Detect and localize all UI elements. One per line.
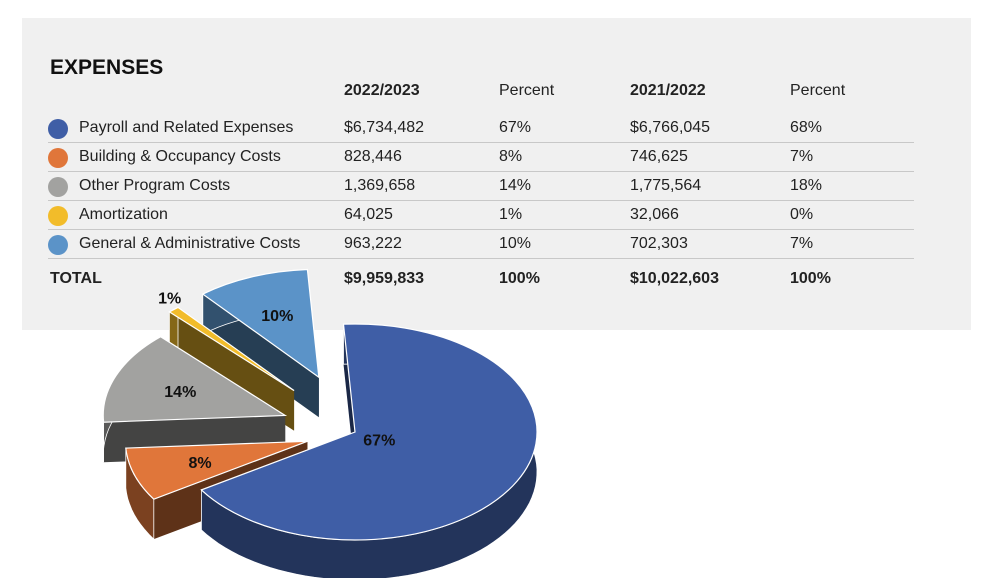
- table-row: Amortization 64,025 1% 32,066 0%: [0, 201, 998, 230]
- table-row: General & Administrative Costs 963,222 1…: [0, 230, 998, 259]
- pie-data-label: 10%: [261, 308, 293, 325]
- pie-data-label: 8%: [189, 455, 212, 472]
- row-prior-percent: 18%: [790, 177, 823, 194]
- row-label: Amortization: [79, 206, 168, 223]
- row-current-percent: 10%: [499, 235, 532, 252]
- table-row: Other Program Costs 1,369,658 14% 1,775,…: [0, 172, 998, 201]
- row-current: 963,222: [344, 235, 402, 252]
- row-label: General & Administrative Costs: [79, 235, 301, 252]
- expenses-panel: [22, 18, 971, 330]
- row-divider: [48, 200, 914, 201]
- row-current: 64,025: [344, 206, 393, 223]
- row-label: Payroll and Related Expenses: [79, 119, 294, 136]
- pie-data-label: 67%: [363, 432, 395, 449]
- row-divider: [48, 171, 914, 172]
- pie-slice-top: [168, 306, 295, 392]
- row-current-percent: 1%: [499, 206, 523, 223]
- row-current-percent: 67%: [499, 119, 532, 136]
- row-current-percent: 14%: [499, 177, 532, 194]
- pie-slice-top: [102, 336, 288, 423]
- pie-slice-top: [125, 440, 308, 500]
- row-prior-percent: 7%: [790, 148, 814, 165]
- row-prior: 1,775,564: [630, 177, 702, 194]
- pie-slice-top: [200, 323, 538, 541]
- table-row: Building & Occupancy Costs 828,446 8% 74…: [0, 143, 998, 172]
- row-divider: [48, 229, 914, 230]
- row-current: 828,446: [344, 148, 402, 165]
- row-prior: $6,766,045: [630, 119, 711, 136]
- total-label: TOTAL: [50, 270, 102, 287]
- row-label: Building & Occupancy Costs: [79, 148, 281, 165]
- row-prior: 702,303: [630, 235, 688, 252]
- row-prior-percent: 68%: [790, 119, 823, 136]
- row-prior-percent: 7%: [790, 235, 814, 252]
- total-current: $9,959,833: [344, 270, 425, 287]
- legend-swatch-icon: [48, 206, 68, 226]
- row-label: Other Program Costs: [79, 177, 231, 194]
- row-prior-percent: 0%: [790, 206, 814, 223]
- pie-data-label: 1%: [158, 291, 181, 308]
- table-row: Payroll and Related Expenses $6,734,482 …: [0, 114, 998, 143]
- pie-slice-wall: [202, 294, 319, 418]
- legend-swatch-icon: [48, 177, 68, 197]
- row-current: 1,369,658: [344, 177, 416, 194]
- row-current-percent: 8%: [499, 148, 523, 165]
- pie-data-label: 14%: [164, 384, 196, 401]
- total-current-percent: 100%: [499, 270, 540, 287]
- pie-slice-wall: [178, 307, 295, 431]
- legend-swatch-icon: [48, 119, 68, 139]
- header-current-year: 2022/2023: [344, 82, 420, 99]
- pie-slice-top: [201, 268, 320, 379]
- row-divider: [48, 258, 914, 259]
- row-divider: [48, 142, 914, 143]
- legend-swatch-icon: [48, 148, 68, 168]
- pie-slice: 14%: [102, 335, 288, 463]
- header-current-percent: Percent: [499, 82, 555, 99]
- total-prior: $10,022,603: [630, 270, 719, 287]
- total-prior-percent: 100%: [790, 270, 831, 287]
- row-prior: 32,066: [630, 206, 679, 223]
- legend-swatch-icon: [48, 235, 68, 255]
- page-title: EXPENSES: [50, 56, 164, 79]
- row-prior: 746,625: [630, 148, 688, 165]
- pie-slice: 10%: [201, 268, 320, 418]
- row-current: $6,734,482: [344, 119, 425, 136]
- header-prior-year: 2021/2022: [630, 82, 706, 99]
- pie-slice: 67%: [200, 323, 538, 578]
- header-prior-percent: Percent: [790, 82, 846, 99]
- total-row: TOTAL $9,959,833 100% $10,022,603 100%: [0, 265, 998, 294]
